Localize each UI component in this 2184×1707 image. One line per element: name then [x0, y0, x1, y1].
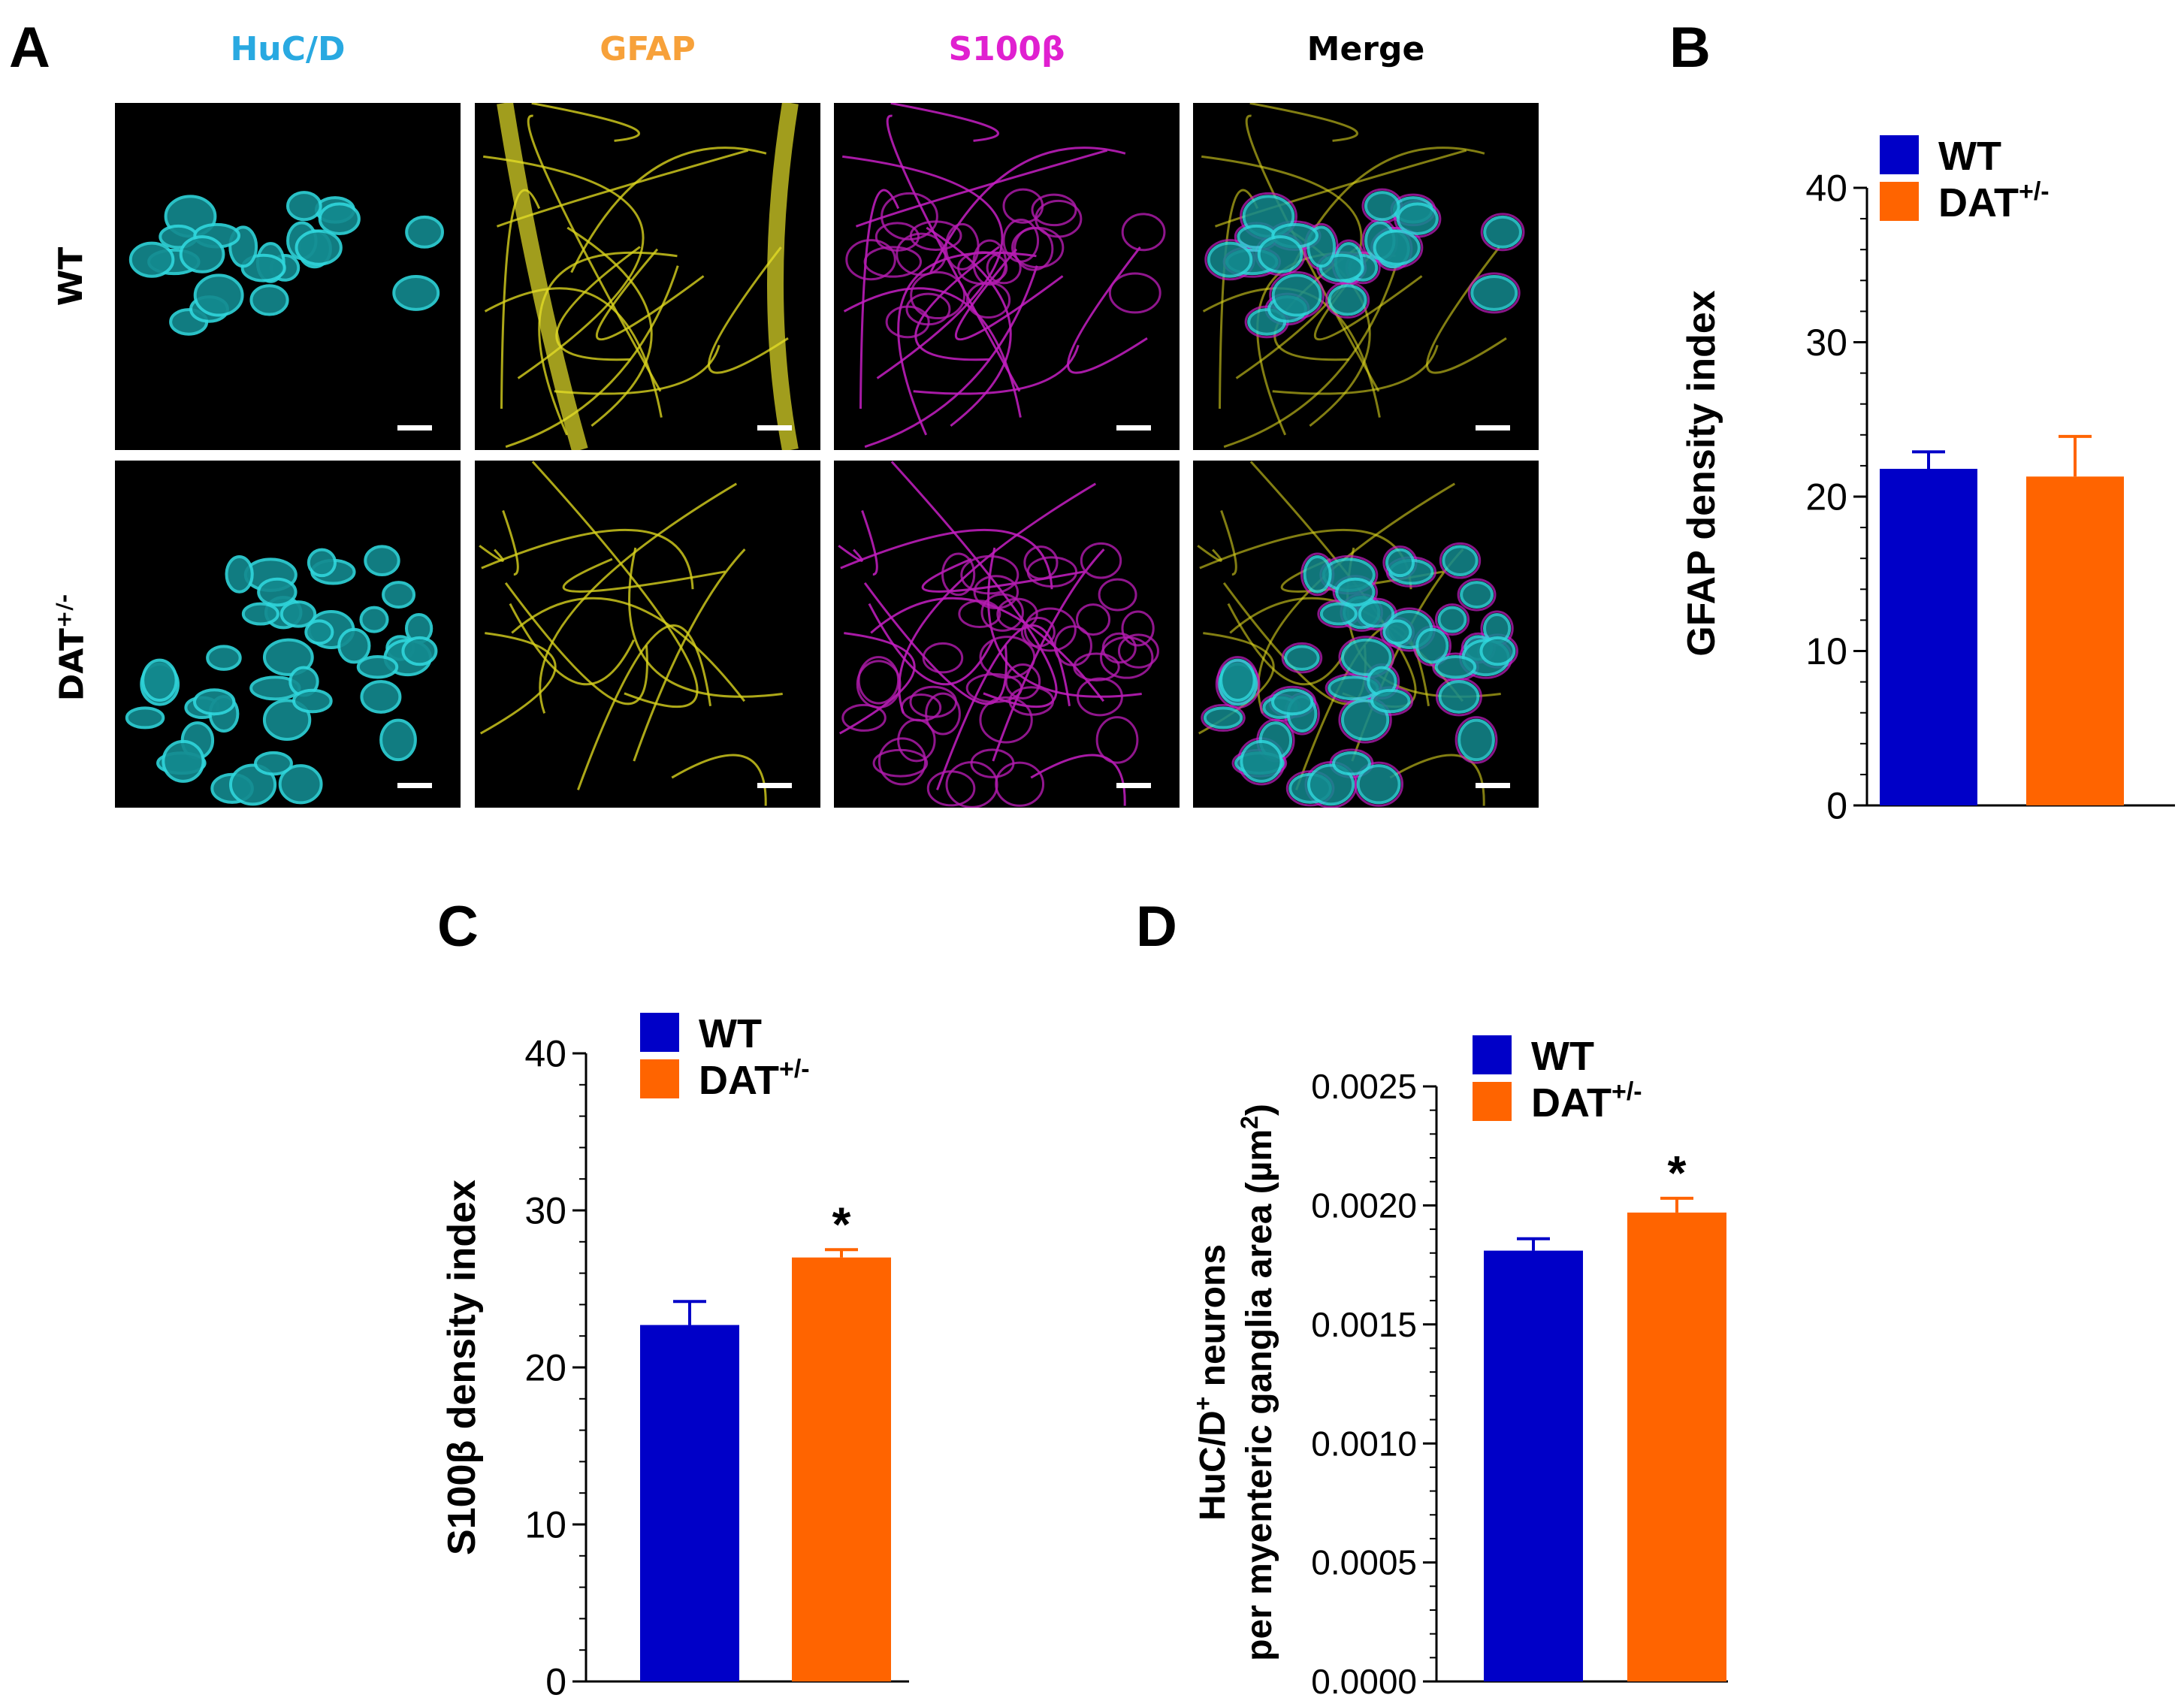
y-tick-label: 10 — [1805, 630, 1847, 672]
legend-label: DAT+/- — [1938, 177, 2050, 225]
channel-label-huc-d: HuC/D — [230, 30, 346, 68]
y-tick-label: 10 — [524, 1504, 566, 1546]
channel-label-gfap: GFAP — [600, 30, 696, 68]
y-tick-label: 0.0000 — [1311, 1662, 1417, 1701]
legend-label: WT — [1938, 134, 2001, 179]
y-axis-label: GFAP density index — [1680, 290, 1723, 656]
legend-swatch-wt — [640, 1013, 679, 1052]
y-tick-label: 0 — [1826, 785, 1847, 827]
legend-swatch-wt — [1880, 135, 1919, 174]
micrograph-dat-merge — [1193, 461, 1539, 808]
bar-dat — [2026, 476, 2124, 805]
legend-label: DAT+/- — [1531, 1077, 1642, 1125]
micrograph-dat-cyan — [115, 461, 461, 808]
scale-bar — [757, 783, 792, 788]
bar-wt — [640, 1325, 739, 1681]
legend-label: WT — [699, 1011, 762, 1056]
svg-text:HuC/D+ neurons: HuC/D+ neurons — [1189, 1244, 1233, 1521]
panel-b-letter: B — [1669, 16, 1711, 80]
legend-label: WT — [1531, 1034, 1594, 1079]
panel-d-letter: D — [1136, 895, 1177, 959]
bar-dat — [1627, 1212, 1726, 1681]
chart-d: 0.0000 0.0005 0.0010 0.0015 0.0020 0.0025 * WTD… — [1189, 1034, 1728, 1701]
scale-bar — [1476, 425, 1510, 431]
svg-text:per myenteric ganglia area (µm: per myenteric ganglia area (µm2) — [1236, 1104, 1279, 1661]
bar-wt — [1484, 1250, 1583, 1681]
legend-swatch-dat — [640, 1059, 679, 1098]
micrograph-dat-yellow — [475, 461, 820, 808]
row-label-dat: DAT+/- — [51, 594, 92, 702]
scale-bar — [1116, 425, 1151, 431]
bar-dat — [792, 1257, 891, 1681]
y-tick-label: 20 — [1805, 476, 1847, 518]
y-tick-label: 20 — [524, 1347, 566, 1389]
legend-label: DAT+/- — [699, 1055, 810, 1103]
svg-text:GFAP density index: GFAP density index — [1680, 290, 1723, 656]
svg-text:S100β density index: S100β density index — [440, 1180, 484, 1555]
significance-star: * — [1668, 1146, 1687, 1200]
y-tick-label: 0 — [545, 1661, 566, 1703]
y-tick-label: 40 — [1805, 168, 1847, 210]
y-tick-label: 0.0015 — [1311, 1305, 1417, 1344]
scale-bar — [397, 783, 432, 788]
y-tick-label: 0.0025 — [1311, 1067, 1417, 1106]
scale-bar — [397, 425, 432, 431]
y-tick-label: 30 — [1805, 322, 1847, 364]
micrograph-wt-yellow — [475, 103, 820, 450]
significance-star: * — [832, 1197, 851, 1251]
y-axis-label: HuC/D+ neurons per myenteric ganglia area… — [1189, 1104, 1279, 1661]
micrograph-wt-magenta — [834, 103, 1180, 450]
y-tick-label: 0.0010 — [1311, 1424, 1417, 1463]
channel-label-merge: Merge — [1306, 30, 1425, 68]
row-label-wt: WT — [52, 246, 90, 307]
micrograph-wt-cyan — [115, 103, 461, 450]
y-tick-label: 0.0020 — [1311, 1186, 1417, 1225]
y-tick-label: 40 — [524, 1033, 566, 1075]
y-axis-label: S100β density index — [440, 1180, 484, 1555]
scale-bar — [1116, 783, 1151, 788]
legend-swatch-dat — [1880, 182, 1919, 221]
panel-a-letter: A — [9, 16, 50, 80]
legend-swatch-dat — [1473, 1082, 1512, 1121]
panel-c-letter: C — [437, 895, 479, 959]
legend-swatch-wt — [1473, 1035, 1512, 1074]
bar-wt — [1880, 469, 1977, 805]
scale-bar — [757, 425, 792, 431]
channel-label-s100b: S100β — [948, 30, 1065, 68]
micrograph-dat-magenta — [834, 461, 1180, 808]
micrograph-wt-merge — [1193, 103, 1539, 450]
scale-bar — [1476, 783, 1510, 788]
y-tick-label: 30 — [524, 1190, 566, 1232]
y-tick-label: 0.0005 — [1311, 1543, 1417, 1582]
